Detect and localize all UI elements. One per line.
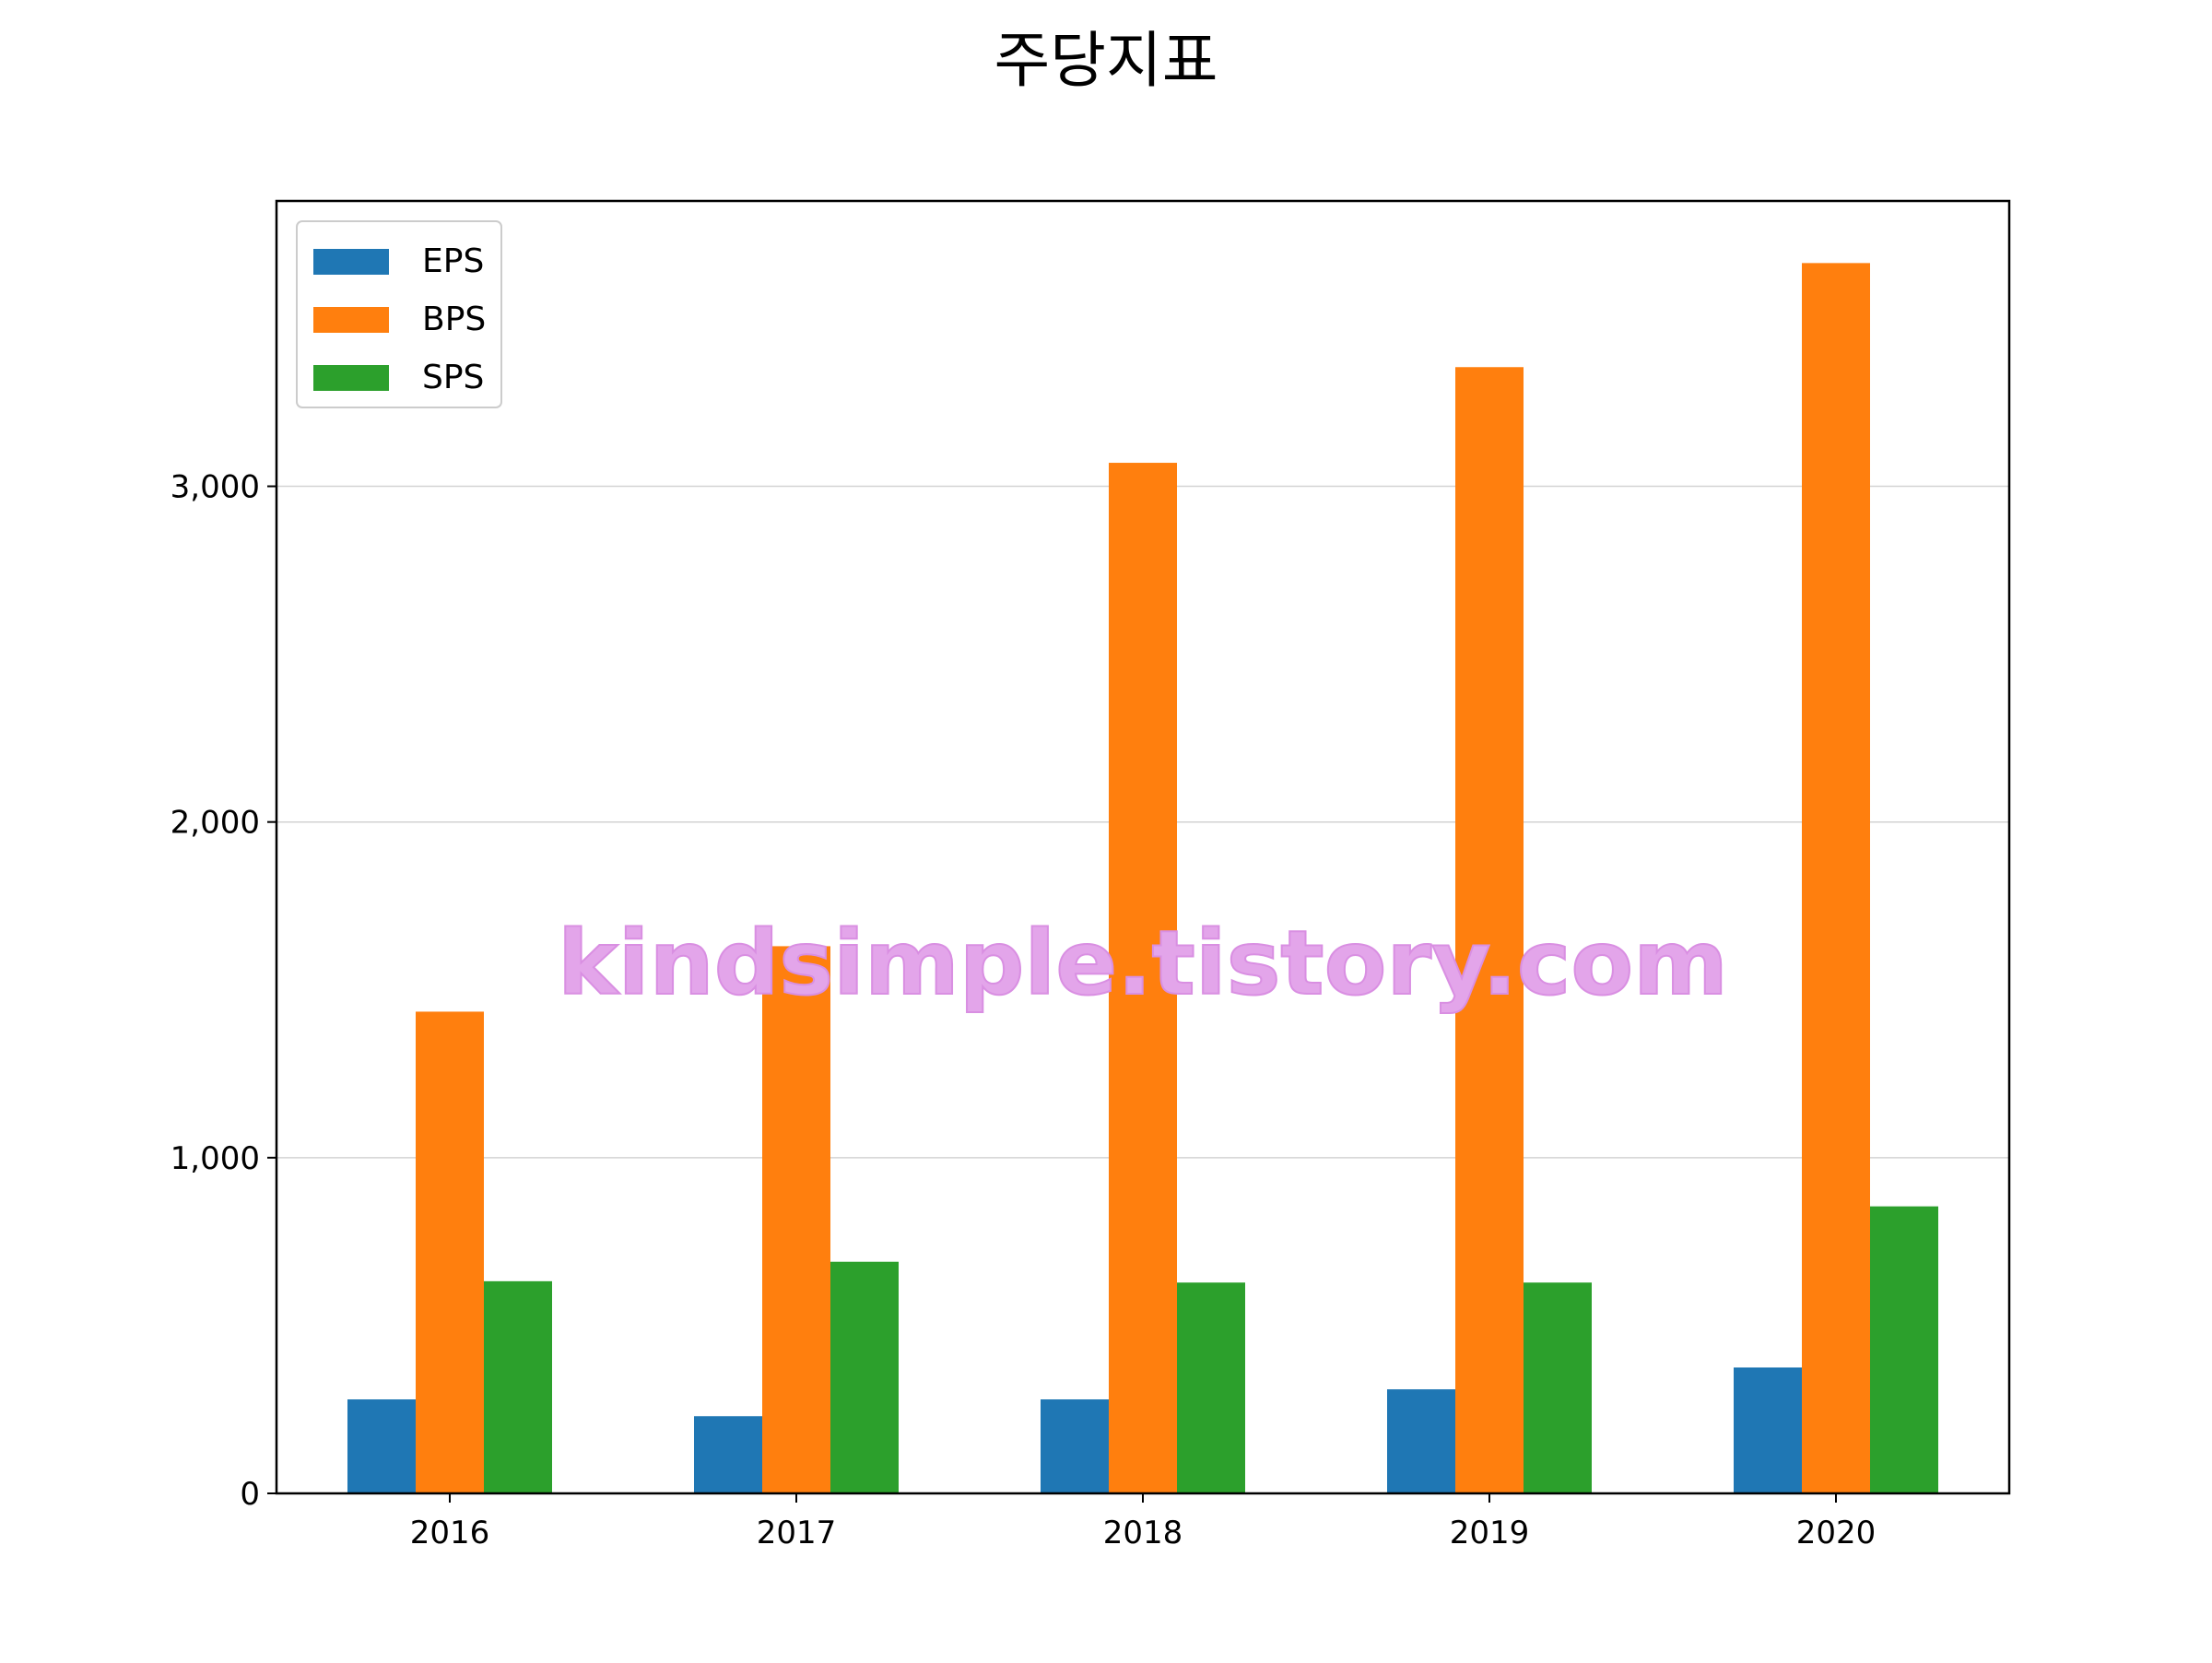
bar-sps: [1524, 1282, 1592, 1493]
y-tick-label: 1,000: [171, 1140, 260, 1177]
chart-title: 주당지표: [994, 25, 1218, 96]
bar-bps: [1455, 367, 1524, 1494]
legend-label-sps: SPS: [422, 359, 484, 396]
x-tick-label: 2016: [410, 1515, 490, 1551]
bar-sps: [830, 1261, 899, 1493]
bar-bps: [1109, 463, 1177, 1494]
bar-sps: [484, 1280, 552, 1493]
bar-sps: [1870, 1206, 1938, 1493]
bar-bps: [416, 1011, 484, 1493]
bar-sps: [1177, 1282, 1245, 1493]
x-tick-label: 2017: [757, 1515, 837, 1551]
legend-label-bps: BPS: [422, 301, 486, 338]
y-tick-label: 0: [240, 1476, 260, 1513]
x-tick-label: 2020: [1796, 1515, 1877, 1551]
legend-swatch-sps: [313, 365, 389, 391]
y-tick-label: 2,000: [171, 805, 260, 842]
legend-swatch-eps: [313, 249, 389, 275]
bar-bps: [1802, 263, 1870, 1493]
bar-eps: [347, 1399, 416, 1493]
x-tick-label: 2019: [1450, 1515, 1530, 1551]
watermark-text: kindsimple.tistory.com: [558, 912, 1728, 1015]
legend-label-eps: EPS: [422, 242, 484, 280]
bar-eps: [1387, 1389, 1455, 1493]
bar-eps: [694, 1416, 762, 1493]
x-tick-label: 2018: [1103, 1515, 1183, 1551]
y-tick-label: 3,000: [171, 469, 260, 506]
bar-bps: [762, 946, 830, 1493]
bar-eps: [1041, 1399, 1109, 1493]
legend-swatch-bps: [313, 307, 389, 333]
bar-eps: [1734, 1367, 1802, 1493]
